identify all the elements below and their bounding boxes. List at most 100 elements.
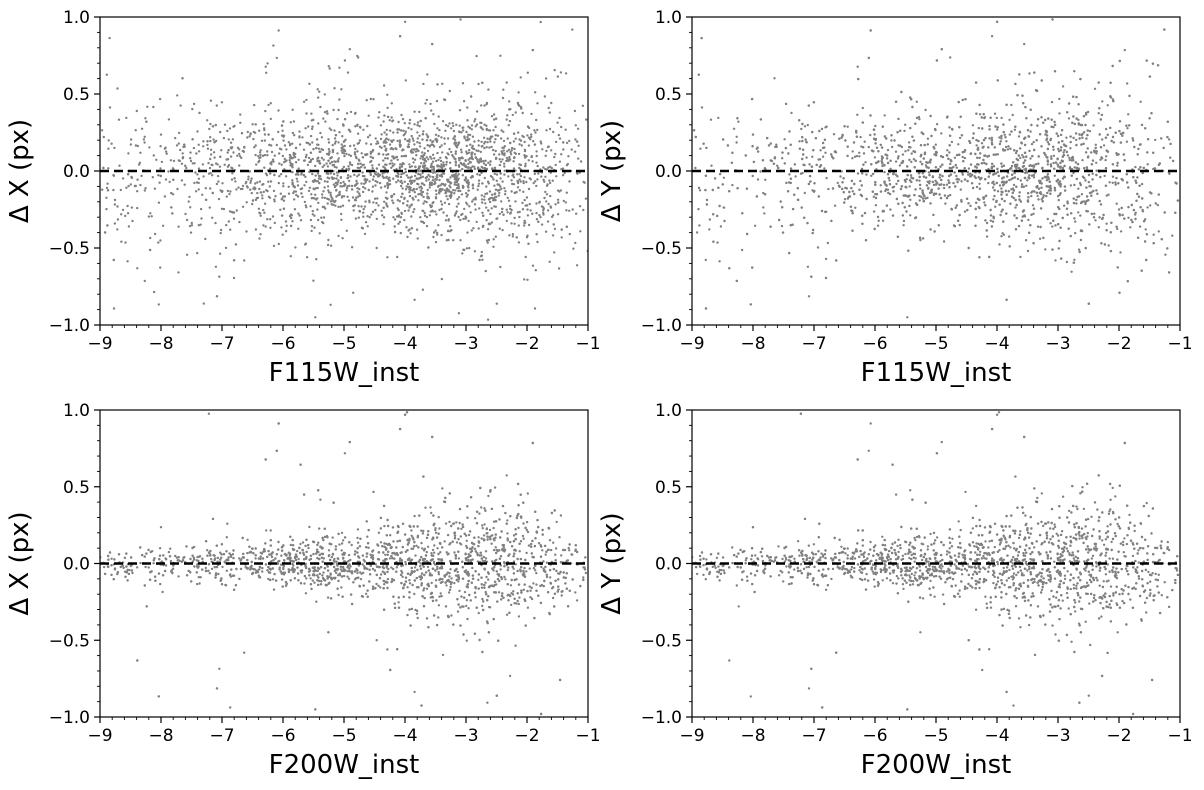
scatter-point bbox=[793, 193, 796, 196]
scatter-point bbox=[841, 187, 844, 191]
scatter-point bbox=[512, 140, 516, 143]
scatter-point bbox=[536, 102, 539, 105]
scatter-point bbox=[388, 119, 391, 122]
scatter-point bbox=[780, 224, 784, 228]
scatter-point bbox=[1026, 179, 1029, 182]
scatter-point bbox=[885, 188, 888, 191]
scatter-point bbox=[1097, 226, 1101, 229]
scatter-point bbox=[334, 181, 337, 185]
scatter-point bbox=[300, 173, 303, 176]
scatter-point bbox=[988, 255, 991, 259]
scatter-point bbox=[157, 174, 160, 177]
scatter-point bbox=[504, 193, 507, 196]
scatter-point bbox=[404, 168, 407, 171]
scatter-point bbox=[450, 228, 453, 232]
scatter-point bbox=[885, 204, 889, 207]
scatter-point bbox=[459, 18, 462, 21]
scatter-point bbox=[294, 173, 298, 176]
scatter-point bbox=[508, 119, 512, 123]
scatter-point bbox=[543, 196, 546, 200]
scatter-point bbox=[751, 145, 754, 148]
scatter-point bbox=[941, 163, 944, 166]
scatter-point bbox=[316, 88, 319, 91]
scatter-point bbox=[1146, 151, 1149, 154]
scatter-point bbox=[250, 177, 253, 180]
scatter-point bbox=[216, 163, 219, 166]
scatter-point bbox=[1137, 147, 1140, 151]
scatter-point bbox=[1024, 239, 1028, 242]
scatter-point bbox=[531, 212, 534, 215]
scatter-point bbox=[798, 140, 801, 143]
scatter-point bbox=[516, 179, 519, 183]
scatter-point bbox=[976, 148, 980, 151]
scatter-point bbox=[408, 191, 411, 194]
scatter-point bbox=[1004, 145, 1008, 149]
scatter-point bbox=[808, 163, 811, 166]
scatter-point bbox=[1021, 210, 1025, 213]
scatter-point bbox=[1053, 189, 1057, 192]
scatter-point bbox=[440, 203, 444, 206]
scatter-point bbox=[522, 181, 525, 185]
scatter-point bbox=[232, 151, 235, 154]
scatter-point bbox=[291, 163, 294, 166]
scatter-point bbox=[254, 144, 257, 147]
scatter-point bbox=[787, 152, 790, 155]
scatter-point bbox=[989, 214, 993, 217]
scatter-point bbox=[218, 165, 222, 168]
scatter-point bbox=[937, 187, 940, 190]
scatter-point bbox=[189, 159, 193, 163]
scatter-point bbox=[975, 144, 978, 147]
scatter-point bbox=[1049, 165, 1053, 168]
scatter-point bbox=[556, 189, 560, 192]
scatter-point bbox=[391, 155, 394, 158]
scatter-point bbox=[755, 147, 759, 150]
scatter-point bbox=[1109, 95, 1112, 98]
scatter-point bbox=[360, 182, 363, 185]
scatter-point bbox=[698, 189, 702, 192]
scatter-point bbox=[470, 124, 474, 127]
scatter-point bbox=[452, 129, 456, 133]
scatter-point bbox=[865, 173, 868, 176]
scatter-point bbox=[779, 200, 782, 203]
scatter-point bbox=[289, 224, 293, 228]
scatter-point bbox=[215, 139, 218, 143]
scatter-point bbox=[1053, 120, 1056, 124]
scatter-point bbox=[927, 166, 930, 169]
scatter-point bbox=[540, 175, 543, 178]
scatter-point bbox=[291, 166, 294, 169]
scatter-point bbox=[1084, 123, 1087, 127]
scatter-point bbox=[505, 118, 508, 121]
scatter-point bbox=[456, 179, 459, 182]
scatter-point bbox=[418, 165, 422, 168]
scatter-point bbox=[293, 208, 297, 211]
scatter-point bbox=[869, 114, 872, 117]
scatter-point bbox=[534, 91, 537, 94]
scatter-point bbox=[383, 200, 386, 203]
scatter-point bbox=[534, 131, 537, 134]
scatter-point bbox=[227, 148, 230, 152]
scatter-point bbox=[1057, 150, 1061, 153]
scatter-point bbox=[448, 122, 451, 125]
scatter-point bbox=[1081, 136, 1084, 139]
scatter-point bbox=[1070, 159, 1074, 162]
scatter-point bbox=[955, 174, 958, 178]
scatter-point bbox=[365, 178, 369, 181]
scatter-point bbox=[553, 68, 556, 72]
scatter-point bbox=[297, 227, 300, 230]
scatter-point bbox=[209, 187, 212, 190]
scatter-point bbox=[212, 138, 215, 141]
scatter-point bbox=[519, 180, 522, 183]
scatter-point bbox=[148, 146, 151, 149]
scatter-point bbox=[110, 142, 113, 145]
scatter-point bbox=[537, 172, 540, 175]
scatter-point bbox=[315, 198, 318, 201]
scatter-point bbox=[386, 115, 390, 119]
scatter-point bbox=[985, 162, 988, 166]
scatter-point bbox=[421, 175, 425, 178]
scatter-point bbox=[453, 174, 457, 178]
scatter-point bbox=[479, 126, 482, 129]
scatter-point bbox=[917, 115, 921, 119]
scatter-point bbox=[903, 206, 906, 209]
scatter-point bbox=[419, 176, 423, 179]
scatter-point bbox=[371, 148, 375, 152]
